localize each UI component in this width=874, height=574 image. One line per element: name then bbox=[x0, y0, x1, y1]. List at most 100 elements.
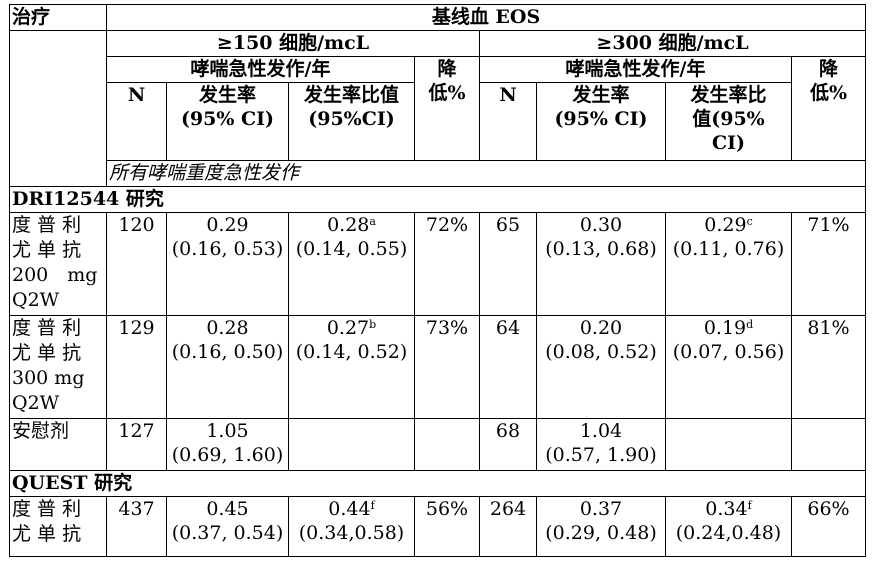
ratio-header-2: 发生率比 值(95% CI) bbox=[665, 82, 792, 161]
rate1-cell: 0.29 (0.16, 0.53) bbox=[166, 212, 289, 316]
ratio2-footnote: c bbox=[746, 215, 753, 228]
rate2-cell: 0.30 (0.13, 0.68) bbox=[536, 212, 666, 316]
group-300-header: ≥300 细胞/mcL bbox=[479, 30, 866, 57]
ratio1-cell: 0.44f (0.34,0.58) bbox=[288, 496, 415, 557]
treatment-cell: 度 普 利 尤 单 抗 bbox=[9, 496, 107, 557]
rate1-cell: 1.05 (0.69, 1.60) bbox=[166, 418, 289, 471]
rate2-value: 1.04 bbox=[579, 420, 623, 442]
rate1-value: 0.29 bbox=[206, 214, 249, 236]
efficacy-table: 治疗 基线血 EOS ≥150 细胞/mcL ≥300 细胞/mcL 哮喘急性发… bbox=[9, 4, 866, 557]
group-150-header: ≥150 细胞/mcL bbox=[106, 30, 480, 57]
baseline-eos-header: 基线血 EOS bbox=[106, 4, 866, 31]
section-row-quest: QUEST 研究 bbox=[9, 470, 866, 497]
ratio-header-2-line2: 值(95% bbox=[692, 108, 765, 130]
rate2-ci: (0.13, 0.68) bbox=[545, 238, 657, 260]
section-all-severe: 所有哮喘重度急性发作 bbox=[106, 160, 866, 187]
treatment-line: 200 mg bbox=[12, 264, 98, 286]
rate2-ci: (0.29, 0.48) bbox=[545, 522, 657, 544]
n2-cell: 64 bbox=[479, 315, 537, 419]
ratio2-ci: (0.11, 0.76) bbox=[672, 238, 785, 260]
reduction1-cell: 73% bbox=[414, 315, 480, 419]
ratio-header-1-line2: (95%CI) bbox=[308, 108, 395, 130]
treatment-line: Q2W bbox=[12, 289, 60, 311]
rate-header-2-line1: 发生率 bbox=[572, 84, 630, 106]
treatment-line: 度 普 利 bbox=[12, 214, 82, 236]
rate-header-1-line1: 发生率 bbox=[198, 84, 256, 106]
rate1-ci: (0.16, 0.50) bbox=[171, 341, 284, 363]
section-quest: QUEST 研究 bbox=[9, 470, 866, 497]
section-row-all-severe: 所有哮喘重度急性发作 bbox=[10, 160, 866, 187]
ratio2-value: 0.29 bbox=[704, 214, 747, 236]
rate1-value: 0.45 bbox=[206, 498, 249, 520]
rate2-cell: 0.20 (0.08, 0.52) bbox=[536, 315, 666, 419]
treatment-line: 尤 单 抗 bbox=[12, 239, 82, 261]
ratio1-cell: 0.28a (0.14, 0.55) bbox=[288, 212, 415, 316]
n1-cell: 437 bbox=[106, 496, 167, 557]
ratio2-cell bbox=[665, 418, 792, 471]
exacerbation-header-1: 哮喘急性发作/年 bbox=[106, 56, 415, 83]
treatment-header: 治疗 bbox=[9, 4, 107, 31]
n1-cell: 129 bbox=[106, 315, 167, 419]
reduction-header-2-line1: 降 bbox=[818, 58, 838, 80]
table-row: 度 普 利 尤 单 抗 300 mg Q2W 129 0.28 (0.16, 0… bbox=[9, 315, 866, 419]
reduction2-cell bbox=[791, 418, 866, 471]
treatment-line: 尤 单 抗 bbox=[12, 342, 82, 364]
treatment-cell: 度 普 利 尤 单 抗 300 mg Q2W bbox=[9, 315, 107, 419]
ratio2-cell: 0.19d (0.07, 0.56) bbox=[665, 315, 792, 419]
rate1-ci: (0.16, 0.53) bbox=[171, 238, 284, 260]
section-dri: DRI12544 研究 bbox=[9, 186, 866, 213]
ratio1-ci: (0.14, 0.52) bbox=[295, 341, 408, 363]
reduction-header-2-line2: 低% bbox=[809, 82, 848, 104]
n1-cell: 127 bbox=[106, 418, 167, 471]
rate-header-1: 发生率 (95% CI) bbox=[166, 82, 289, 161]
ratio1-ci: (0.34,0.58) bbox=[298, 522, 405, 544]
ratio1-value: 0.27 bbox=[326, 317, 370, 339]
rate1-cell: 0.45 (0.37, 0.54) bbox=[166, 496, 289, 557]
n2-cell: 264 bbox=[479, 496, 537, 557]
ratio-header-2-line1: 发生率比 bbox=[690, 84, 767, 106]
ratio2-cell: 0.29c (0.11, 0.76) bbox=[665, 212, 792, 316]
rate2-ci: (0.08, 0.52) bbox=[545, 341, 657, 363]
rate-header-1-line2: (95% CI) bbox=[180, 108, 275, 130]
table-row: 度 普 利 尤 单 抗 437 0.45 (0.37, 0.54) 0.44f … bbox=[9, 496, 866, 557]
rate1-value: 0.28 bbox=[206, 317, 249, 339]
rate1-ci: (0.69, 1.60) bbox=[171, 444, 284, 466]
table-row: 度 普 利 尤 单 抗 200 mg Q2W 120 0.29 (0.16, 0… bbox=[9, 212, 866, 316]
ratio2-ci: (0.24,0.48) bbox=[675, 522, 782, 544]
n2-cell: 68 bbox=[479, 418, 537, 471]
ratio1-value: 0.28 bbox=[327, 214, 370, 236]
ratio-header-1: 发生率比值 (95%CI) bbox=[288, 82, 415, 161]
header-row-2: ≥150 细胞/mcL ≥300 细胞/mcL bbox=[9, 30, 866, 187]
rate1-cell: 0.28 (0.16, 0.50) bbox=[166, 315, 289, 419]
ratio2-footnote: f bbox=[747, 499, 752, 512]
treatment-cell: 度 普 利 尤 单 抗 200 mg Q2W bbox=[9, 212, 107, 316]
treatment-line: Q2W bbox=[12, 392, 60, 414]
rate2-cell: 0.37 (0.29, 0.48) bbox=[536, 496, 666, 557]
section-row-dri: DRI12544 研究 bbox=[9, 186, 866, 213]
header-row-4: N 发生率 (95% CI) 发生率比值 (95%CI) N 发生率 (95% … bbox=[10, 82, 866, 161]
reduction1-cell: 56% bbox=[414, 496, 480, 557]
header-row-3: 哮喘急性发作/年 降 低% 哮喘急性发作/年 降 低% bbox=[10, 56, 866, 161]
rate2-value: 0.37 bbox=[579, 498, 623, 520]
treatment-line: 度 普 利 bbox=[12, 498, 82, 520]
rate2-value: 0.30 bbox=[579, 214, 623, 236]
rate1-value: 1.05 bbox=[206, 420, 249, 442]
reduction-header-1-line2: 低% bbox=[428, 82, 466, 104]
rate2-cell: 1.04 (0.57, 1.90) bbox=[536, 418, 666, 471]
treatment-header-span bbox=[9, 30, 107, 187]
rate-header-2-line2: (95% CI) bbox=[554, 108, 648, 130]
ratio1-cell: 0.27b (0.14, 0.52) bbox=[288, 315, 415, 419]
rate2-value: 0.20 bbox=[579, 317, 623, 339]
treatment-cell: 安慰剂 bbox=[9, 418, 107, 471]
n1-cell: 120 bbox=[106, 212, 167, 316]
treatment-line: 安慰剂 bbox=[12, 420, 70, 442]
n-header-2: N bbox=[479, 82, 537, 161]
reduction-header-1-line1: 降 bbox=[437, 58, 457, 80]
ratio1-footnote: a bbox=[369, 215, 376, 228]
table-row: 安慰剂 127 1.05 (0.69, 1.60) 68 1.04 (0.57,… bbox=[9, 418, 866, 471]
ratio2-value: 0.19 bbox=[703, 317, 747, 339]
ratio1-footnote: f bbox=[370, 499, 375, 512]
rate2-ci: (0.57, 1.90) bbox=[545, 444, 657, 466]
n-header-1: N bbox=[106, 82, 167, 161]
reduction2-cell: 71% bbox=[791, 212, 866, 316]
